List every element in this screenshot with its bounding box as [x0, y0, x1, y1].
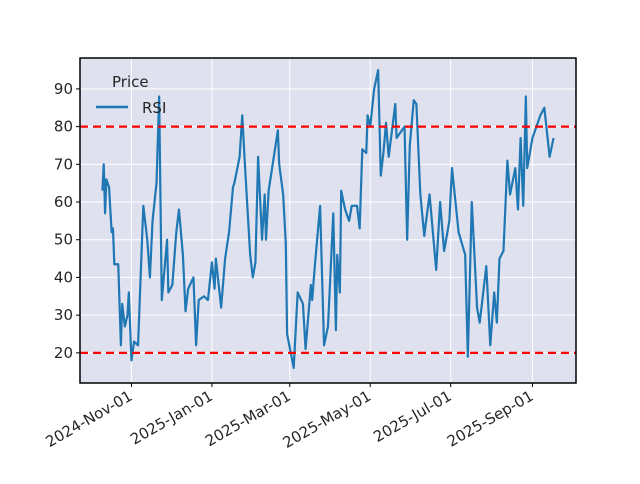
x-tick-label: 2025-Jul-01 [370, 387, 454, 446]
plot-frame [79, 57, 577, 384]
y-tick-label: 60 [54, 193, 73, 211]
y-tick-label: 20 [54, 344, 73, 362]
x-tick-label: 2025-Mar-01 [202, 387, 294, 450]
rsi-line [101, 68, 555, 370]
x-tick-label: 2025-May-01 [280, 387, 375, 452]
x-tick-label: 2025-Sep-01 [444, 387, 536, 451]
legend-label: RSI [142, 99, 166, 117]
legend-title: Price [112, 73, 149, 91]
x-tick-label: 2025-Jan-01 [127, 387, 216, 449]
y-tick-label: 30 [54, 306, 73, 324]
y-tick-label: 40 [54, 268, 73, 286]
x-tick-label: 2024-Nov-01 [42, 387, 135, 451]
y-tick-label: 80 [54, 118, 73, 136]
y-tick-label: 50 [54, 231, 73, 249]
y-tick-label: 70 [54, 155, 73, 173]
y-tick-label: 90 [54, 80, 73, 98]
